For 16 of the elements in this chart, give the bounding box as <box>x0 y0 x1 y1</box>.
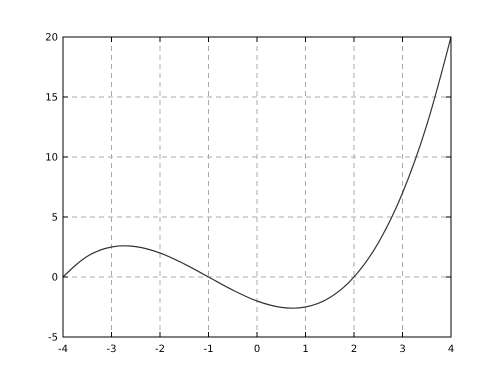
line-series <box>62 36 452 309</box>
x-tick-label: -1 <box>204 344 214 355</box>
y-tick-label: -5 <box>48 332 58 344</box>
y-tick-label: 15 <box>45 92 58 104</box>
x-tick-label: -2 <box>155 344 165 355</box>
x-tick-label: -3 <box>106 344 116 355</box>
x-tick-label: 1 <box>302 344 309 355</box>
x-tick-label: 4 <box>448 344 454 355</box>
y-tick-label: 20 <box>45 32 58 44</box>
x-tick-label: 2 <box>350 344 358 355</box>
y-tick-label: 10 <box>45 152 58 164</box>
x-tick-label: 0 <box>254 344 260 355</box>
x-tick-label: 3 <box>399 344 406 355</box>
y-tick-label: 5 <box>52 212 58 224</box>
y-tick-label: 0 <box>52 272 58 284</box>
x-tick-label: -4 <box>58 344 68 355</box>
